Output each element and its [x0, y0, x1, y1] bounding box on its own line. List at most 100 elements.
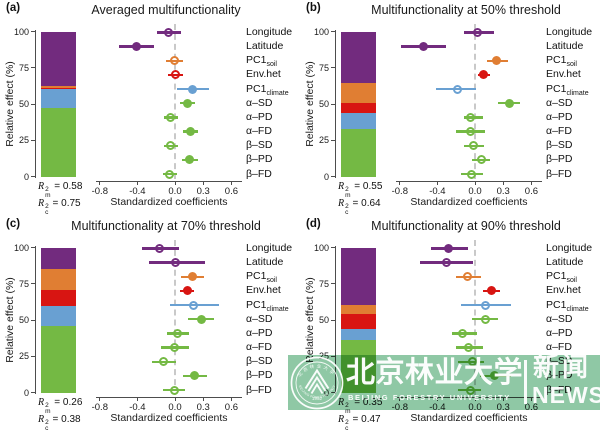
x-tick-mark [99, 181, 101, 185]
x-tick-mark [136, 397, 138, 401]
ci-line [472, 318, 499, 321]
bar-segment-purple [341, 247, 376, 305]
x-tick-label: 0.6 [524, 186, 538, 197]
row-label: Env.het [246, 284, 281, 297]
x-tick-label: -0.8 [391, 186, 408, 197]
row-label: Env.het [546, 68, 581, 81]
x-axis-label: Standardized coefficients [410, 412, 528, 424]
y-tick-label: 75 [18, 62, 29, 73]
y-tick-label: 75 [318, 62, 329, 73]
ci-line [472, 158, 491, 162]
bar-segment-red [41, 290, 76, 307]
row-label: PC1climate [546, 298, 589, 313]
ci-line [170, 303, 220, 307]
x-axis-line [96, 397, 242, 398]
row-label: Longitude [546, 242, 593, 254]
x-tick-mark [436, 181, 438, 185]
ci-line [179, 289, 194, 293]
row-label: α–PD [546, 326, 573, 339]
panel-b: (b) Multifunctionality at 50% threshold … [300, 0, 600, 216]
watermark-band [288, 355, 600, 410]
panel-title: Averaged multifunctionality [91, 3, 241, 17]
panel-title: Multifunctionality at 50% threshold [371, 3, 561, 17]
ci-line [456, 130, 486, 133]
bar-segment-blue [41, 89, 76, 109]
row-label: PC1soil [546, 54, 577, 69]
ci-line [176, 87, 209, 91]
x-axis-label: Standardized coefficients [410, 196, 528, 208]
x-tick-label: -0.8 [91, 186, 108, 197]
ci-line [162, 172, 177, 176]
x-tick-mark [230, 181, 232, 185]
x-axis-label: Standardized coefficients [110, 196, 228, 208]
stacked-bar [341, 31, 376, 177]
y-tick-label: 25 [318, 135, 329, 146]
row-label: β–PD [546, 153, 573, 166]
y-tick-label: 0 [23, 171, 29, 182]
x-tick-label: 0.3 [496, 186, 510, 197]
row-label: β–SD [246, 139, 273, 152]
bar-segment-green [41, 108, 76, 177]
x-tick-mark [99, 397, 101, 401]
panel-a: (a) Averaged multifunctionality Relative… [0, 0, 300, 216]
watermark-overlay: 1952 BEIJING FORESTRY UNIVERSITY 北京林业大学 … [288, 353, 600, 413]
x-tick-label: 0.3 [196, 402, 210, 413]
row-label: Latitude [246, 40, 284, 53]
x-tick-label: 0.6 [224, 186, 238, 197]
x-axis-label: Standardized coefficients [110, 412, 228, 424]
ci-line [180, 275, 205, 278]
panel-tag: (a) [6, 2, 21, 14]
ci-line [163, 116, 178, 119]
bar-segment-orange [41, 268, 76, 291]
y-tick-mark [331, 67, 335, 69]
y-tick-mark [31, 355, 35, 357]
panel-tag: (d) [306, 218, 321, 230]
row-label: Env.het [546, 284, 581, 297]
x-tick-label: 0.0 [168, 186, 182, 197]
ci-line [460, 303, 511, 307]
ci-line [420, 261, 474, 264]
watermark-divider [524, 360, 527, 404]
x-tick-label: 0.0 [168, 402, 182, 413]
row-label: Longitude [246, 26, 293, 38]
x-tick-mark [202, 397, 204, 401]
row-label: α–FD [546, 341, 572, 354]
ci-line [452, 332, 477, 335]
row-label: PC1climate [246, 82, 289, 97]
x-tick-label: -0.4 [129, 186, 146, 197]
x-tick-mark [136, 181, 138, 185]
ci-line [400, 45, 446, 48]
y-tick-label: 50 [318, 99, 329, 109]
ci-line [118, 45, 155, 48]
ci-line [456, 275, 481, 278]
y-axis-line [35, 246, 36, 394]
panel-title: Multifunctionality at 90% threshold [371, 219, 561, 233]
bar-segment-purple [41, 247, 76, 269]
y-tick-label: 0 [23, 387, 29, 398]
bar-segment-purple [41, 31, 76, 86]
stacked-bar [41, 31, 76, 177]
bar-segment-orange [341, 83, 376, 104]
bar-segment-green [41, 325, 76, 393]
row-label: Longitude [546, 26, 593, 38]
ci-line [188, 318, 215, 321]
row-label: Latitude [546, 40, 584, 53]
bar-segment-red [41, 88, 76, 90]
y-tick-label: 75 [18, 278, 29, 289]
zero-reference-line [474, 24, 476, 179]
bar-segment-purple [341, 31, 376, 83]
ci-line [168, 73, 183, 77]
row-label: Latitude [546, 256, 584, 269]
ci-line [179, 102, 195, 105]
ci-line [183, 374, 207, 378]
row-label: α–PD [246, 326, 273, 339]
row-label: PC1soil [246, 270, 277, 285]
bar-segment-blue [341, 113, 376, 129]
x-tick-label: -0.4 [129, 402, 146, 413]
university-seal-icon: 1952 BEIJING FORESTRY UNIVERSITY 北京林业大学 [290, 356, 344, 410]
panel-tag: (c) [6, 218, 21, 230]
y-tick-label: 100 [313, 26, 329, 37]
